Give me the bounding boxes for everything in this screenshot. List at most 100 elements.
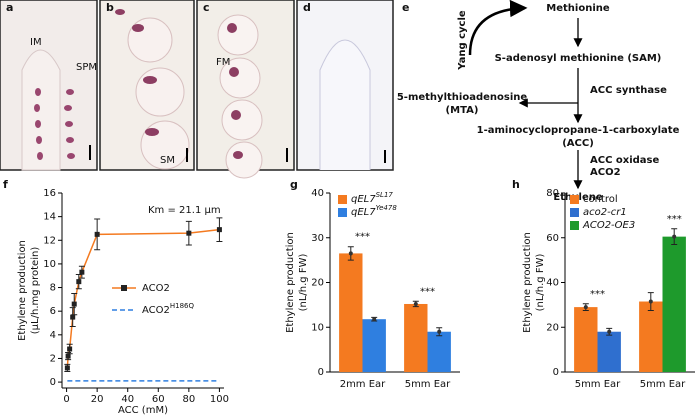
x-tick-label: 0 xyxy=(63,394,69,405)
data-point xyxy=(607,329,612,334)
y-tick-label: 30 xyxy=(311,233,324,244)
data-point xyxy=(437,329,442,334)
y-tick-label: 20 xyxy=(546,322,559,333)
bar xyxy=(427,331,451,372)
y-axis-label: (μL/h.mg protein) xyxy=(30,247,41,335)
legend-label: ACO2H186Q xyxy=(142,302,195,316)
bar xyxy=(597,331,621,372)
data-point xyxy=(583,305,588,310)
legend-swatch xyxy=(338,195,347,204)
pathway-node: (ACC) xyxy=(562,138,594,149)
cycle-label: Yang cycle xyxy=(457,10,468,71)
legend-swatch xyxy=(338,208,347,217)
panel-label: c xyxy=(203,1,210,14)
data-point xyxy=(672,234,677,239)
point xyxy=(70,314,76,320)
x-axis-label: ACC (mM) xyxy=(118,405,168,415)
annotation: SPM xyxy=(76,62,97,73)
y-tick-label: 0 xyxy=(50,377,56,388)
significance: *** xyxy=(590,289,605,300)
y-axis-label: (nL/h.g FW) xyxy=(535,254,546,312)
y-tick-label: 16 xyxy=(43,188,56,199)
point xyxy=(67,346,73,352)
y-tick-label: 40 xyxy=(311,188,324,199)
legend-swatch xyxy=(570,221,579,230)
significance: *** xyxy=(355,232,370,243)
x-tick-label: 100 xyxy=(210,394,229,405)
legend-label: qEL7SL17 xyxy=(351,191,393,205)
x-tick-label: 40 xyxy=(121,394,134,405)
panel-label: b xyxy=(106,1,114,14)
legend-label: aco2-cr1 xyxy=(583,207,627,218)
y-tick-label: 0 xyxy=(318,367,324,378)
bar xyxy=(362,319,386,372)
data-point xyxy=(413,301,418,306)
x-tick-label: 20 xyxy=(91,394,104,405)
legend-sup: SL17 xyxy=(376,191,394,199)
significance: *** xyxy=(667,214,682,225)
legend-sup: H186Q xyxy=(170,302,195,310)
panel-label: f xyxy=(3,178,8,191)
annotation: SM xyxy=(160,155,175,166)
data-point xyxy=(648,299,653,304)
x-tick-label: 80 xyxy=(182,394,195,405)
series-line xyxy=(66,228,220,368)
y-tick-label: 40 xyxy=(546,278,559,289)
y-tick-label: 6 xyxy=(50,306,56,317)
point xyxy=(76,279,82,285)
y-axis-label: (nL/h.g FW) xyxy=(298,254,309,312)
data-point xyxy=(348,251,353,256)
legend-swatch xyxy=(570,195,579,204)
x-tick-label: 5mm Ear xyxy=(575,379,621,390)
enzyme: ACC oxidase xyxy=(590,155,660,166)
point xyxy=(216,227,222,233)
panel-label: d xyxy=(303,1,311,14)
bar xyxy=(574,307,598,372)
legend-name: ACO2-OE3 xyxy=(582,220,635,231)
legend-marker xyxy=(121,285,127,291)
x-tick-label: 5mm Ear xyxy=(405,379,451,390)
pathway-node: Methionine xyxy=(546,3,610,14)
y-tick-label: 4 xyxy=(50,330,56,341)
enzyme: ACC synthase xyxy=(590,85,667,96)
pathway-node: (MTA) xyxy=(446,105,479,116)
y-tick-label: 14 xyxy=(43,212,56,223)
micrographs xyxy=(0,0,394,179)
panel-label: a xyxy=(6,1,13,14)
x-tick-label: 5mm Ear xyxy=(640,379,686,390)
legend-swatch xyxy=(570,208,579,217)
pathway-node: 5-methylthioadenosine xyxy=(397,92,528,103)
y-tick-label: 0 xyxy=(553,367,559,378)
annotation: Km = 21.1 μm xyxy=(148,205,221,216)
legend-name: qEL7 xyxy=(351,194,376,205)
panel-label: e xyxy=(402,1,409,14)
y-axis-label: Ethylene production xyxy=(285,232,296,333)
panel-label: g xyxy=(290,178,298,191)
legend-label: control xyxy=(583,194,618,205)
y-tick-label: 12 xyxy=(43,235,56,246)
legend-label: ACO2-OE3 xyxy=(582,220,635,231)
legend-name: aco2-cr1 xyxy=(583,207,627,218)
y-tick-label: 8 xyxy=(50,283,56,294)
legend-name: ACO2 xyxy=(142,283,170,294)
pathway-node: 1-aminocyclopropane-1-carboxylate xyxy=(477,125,680,136)
point xyxy=(79,269,85,275)
x-tick-label: 2mm Ear xyxy=(340,379,386,390)
pathway-node: S-adenosyl methionine (SAM) xyxy=(495,53,662,64)
data-point xyxy=(372,317,377,322)
point xyxy=(64,365,70,371)
bar xyxy=(404,303,428,372)
significance: *** xyxy=(420,286,435,297)
y-tick-label: 20 xyxy=(311,278,324,289)
pathway-arrows xyxy=(468,0,583,190)
panel-label: h xyxy=(512,178,520,191)
point xyxy=(71,301,77,307)
y-tick-label: 60 xyxy=(546,233,559,244)
bar xyxy=(639,301,663,372)
x-tick-label: 60 xyxy=(152,394,165,405)
bar xyxy=(662,236,686,372)
annotation: IM xyxy=(30,37,42,48)
enzyme: ACO2 xyxy=(590,167,621,178)
legend-sup: Ye478 xyxy=(376,204,398,212)
